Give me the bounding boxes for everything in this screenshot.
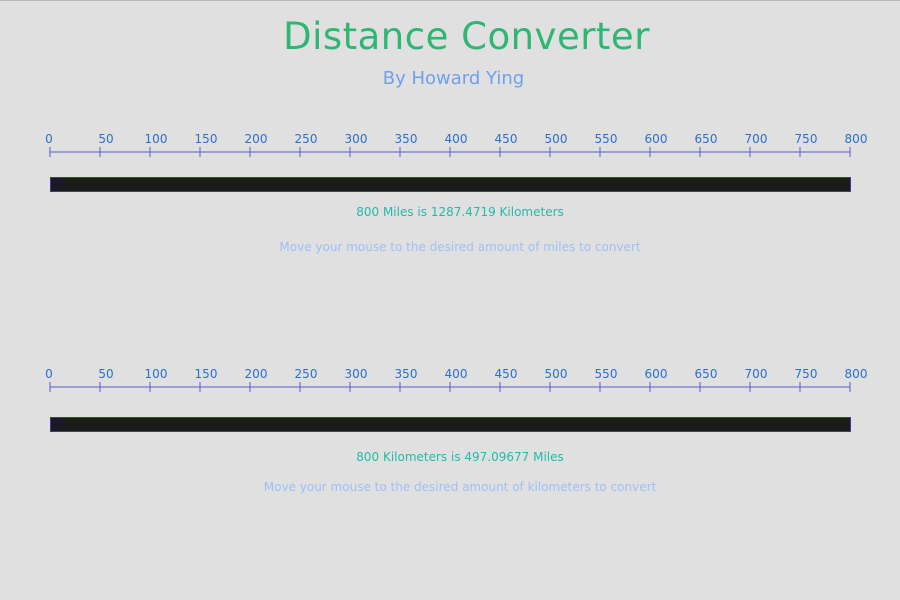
km-ruler-tick-label: 800 <box>845 367 868 381</box>
km-ruler-tick-label: 750 <box>795 367 818 381</box>
miles-ruler-tick-label: 750 <box>795 132 818 146</box>
miles-result-text: 800 Miles is 1287.4719 Kilometers <box>356 205 564 219</box>
km-ruler-scale: 0 50 100 150 200 250 300 350 400 450 500 550 600 650 7… <box>45 367 868 392</box>
miles-ruler-tick-label: 200 <box>245 132 268 146</box>
miles-ruler-tick-label: 250 <box>295 132 318 146</box>
km-ruler-tick-label: 0 <box>45 367 53 381</box>
page-title: Distance Converter <box>283 15 650 58</box>
miles-ruler-tick-label: 150 <box>195 132 218 146</box>
miles-ruler-tick-label: 800 <box>845 132 868 146</box>
km-hint-text: Move your mouse to the desired amount of… <box>263 480 657 494</box>
miles-ruler-tick-label: 350 <box>395 132 418 146</box>
miles-ruler-tick-label: 400 <box>445 132 468 146</box>
miles-hint-text: Move your mouse to the desired amount of… <box>279 240 641 254</box>
miles-ruler-tick-label: 650 <box>695 132 718 146</box>
km-ruler-tick-label: 200 <box>245 367 268 381</box>
km-ruler-tick-label: 100 <box>145 367 168 381</box>
km-ruler-tick-label: 150 <box>195 367 218 381</box>
km-slider-bar[interactable] <box>50 417 851 432</box>
miles-ruler-tick-label: 300 <box>345 132 368 146</box>
km-ruler-tick-label: 550 <box>595 367 618 381</box>
miles-ruler-tick-label: 700 <box>745 132 768 146</box>
miles-ruler-tick-label: 500 <box>545 132 568 146</box>
miles-ruler-tick-label: 0 <box>45 132 53 146</box>
km-ruler: 0 50 100 150 200 250 300 350 400 450 500 550 600 650 7… <box>0 364 900 404</box>
km-ruler-tick-label: 650 <box>695 367 718 381</box>
miles-ruler-tick-label: 550 <box>595 132 618 146</box>
km-ruler-tick-label: 50 <box>98 367 113 381</box>
miles-ruler-scale: 0 50 100 150 200 250 300 350 400 450 500 550 600 650 7… <box>45 132 868 157</box>
miles-ruler: 0 50 100 150 200 250 300 350 400 450 500 550 600 650 7… <box>0 129 900 169</box>
miles-slider-bar[interactable] <box>50 177 851 192</box>
miles-ruler-tick-label: 450 <box>495 132 518 146</box>
km-ruler-tick-label: 350 <box>395 367 418 381</box>
miles-ruler-tick-label: 50 <box>98 132 113 146</box>
miles-ruler-tick-label: 600 <box>645 132 668 146</box>
km-ruler-tick-label: 400 <box>445 367 468 381</box>
km-result-text: 800 Kilometers is 497.09677 Miles <box>356 450 564 464</box>
km-ruler-tick-label: 250 <box>295 367 318 381</box>
author-subtitle: By Howard Ying <box>382 68 525 89</box>
km-ruler-tick-label: 300 <box>345 367 368 381</box>
km-ruler-tick-label: 450 <box>495 367 518 381</box>
miles-ruler-tick-label: 100 <box>145 132 168 146</box>
km-ruler-tick-label: 700 <box>745 367 768 381</box>
km-ruler-tick-label: 600 <box>645 367 668 381</box>
km-ruler-tick-label: 500 <box>545 367 568 381</box>
